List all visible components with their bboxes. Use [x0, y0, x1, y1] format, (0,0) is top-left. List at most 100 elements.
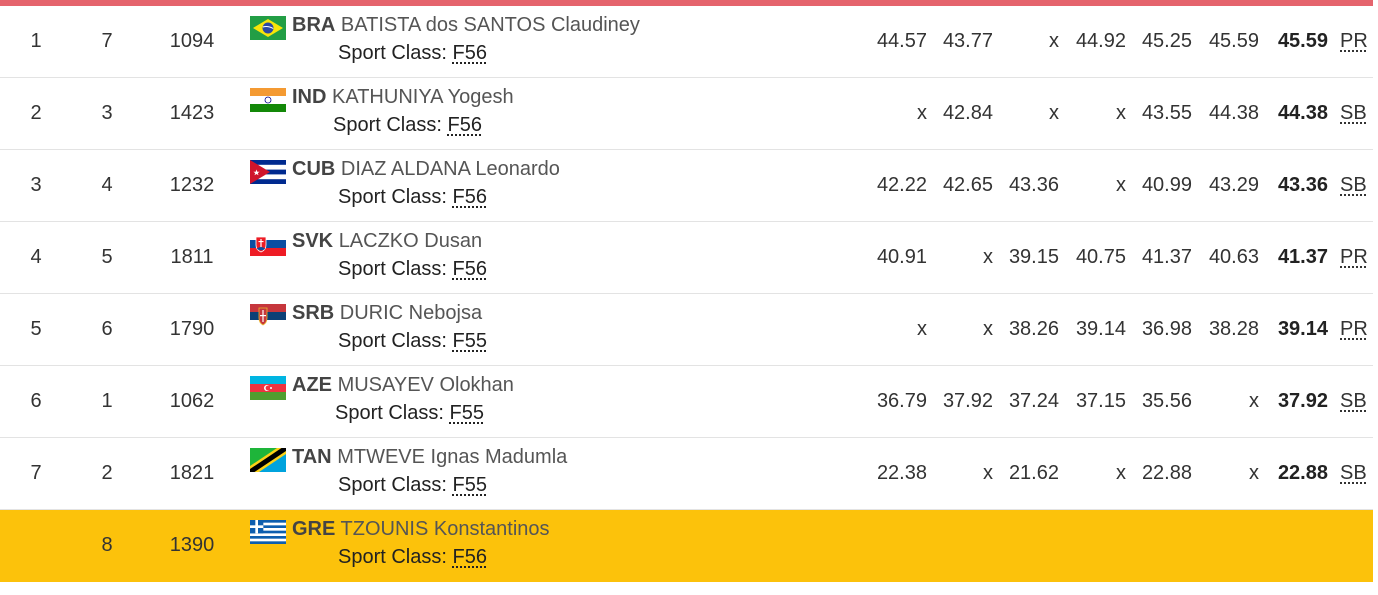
sport-class-value[interactable]: F56: [447, 114, 482, 136]
table-row[interactable]: 5 6 1790 SRB DURIC Nebojsa Sport Class: …: [0, 294, 1373, 366]
best-mark: 39.14: [1277, 318, 1328, 340]
attempt-2: x: [983, 318, 993, 340]
athlete-full-name: TZOUNIS Konstantinos: [340, 518, 550, 540]
record-badge[interactable]: SB: [1340, 390, 1367, 412]
sport-class-line: Sport Class: F55: [335, 402, 484, 425]
attempt-4: 39.14: [1075, 318, 1126, 340]
athlete-full-name: MTWEVE Ignas Madumla: [337, 446, 568, 468]
athlete-name[interactable]: SRB DURIC Nebojsa: [292, 302, 482, 325]
athlete-name[interactable]: BRA BATISTA dos SANTOS Claudiney: [292, 14, 640, 37]
record-badge[interactable]: SB: [1340, 174, 1367, 196]
best-mark: 41.37: [1277, 246, 1328, 268]
athlete-name[interactable]: CUB DIAZ ALDANA Leonardo: [292, 158, 560, 181]
lane-cell: 2: [101, 462, 113, 484]
sport-class-line: Sport Class: F56: [338, 258, 487, 281]
athlete-name[interactable]: SVK LACZKO Dusan: [292, 230, 482, 253]
sport-class-value[interactable]: F55: [452, 474, 487, 496]
attempt-5: 43.55: [1141, 102, 1192, 124]
sport-class-line: Sport Class: F56: [338, 42, 487, 65]
best-mark: 45.59: [1277, 30, 1328, 52]
rank-cell: [0, 510, 72, 581]
table-row[interactable]: 2 3 1423 IND KATHUNIYA Yogesh Sport Clas…: [0, 78, 1373, 150]
attempt-4: 37.15: [1075, 390, 1126, 412]
top-accent-bar: [0, 0, 1373, 6]
flag-gre-icon: [250, 520, 286, 544]
rank-cell: 1: [30, 30, 42, 52]
bib-cell: 1094: [169, 30, 215, 52]
attempt-1: x: [917, 102, 927, 124]
attempt-4: 44.92: [1075, 30, 1126, 52]
flag-aze-icon: [250, 376, 286, 400]
attempt-5: 36.98: [1141, 318, 1192, 340]
attempt-2: 43.77: [942, 30, 993, 52]
table-row[interactable]: 6 1 1062 AZE MUSAYEV Olokhan Sport Class…: [0, 366, 1373, 438]
attempt-3: 38.26: [1008, 318, 1059, 340]
attempt-6: 38.28: [1208, 318, 1259, 340]
lane-cell: 7: [101, 30, 113, 52]
noc-code: CUB: [292, 158, 336, 180]
sport-class-value[interactable]: F56: [452, 186, 487, 208]
lane-cell: 1: [101, 390, 113, 412]
flag-tan-icon: [250, 448, 286, 472]
results-table: 1 7 1094 BRA BATISTA dos SANTOS Claudine…: [0, 6, 1373, 582]
sport-class-value[interactable]: F55: [449, 402, 484, 424]
record-badge[interactable]: SB: [1340, 102, 1367, 124]
sport-class-label: Sport Class:: [338, 258, 447, 280]
athlete-name[interactable]: TAN MTWEVE Ignas Madumla: [292, 446, 567, 469]
attempt-4: 40.75: [1075, 246, 1126, 268]
record-badge[interactable]: PR: [1340, 30, 1368, 52]
athlete-full-name: DURIC Nebojsa: [339, 302, 483, 324]
attempt-5: 35.56: [1141, 390, 1192, 412]
athlete-name[interactable]: GRE TZOUNIS Konstantinos: [292, 518, 550, 541]
attempt-3: 39.15: [1008, 246, 1059, 268]
lane-cell: 4: [101, 174, 113, 196]
noc-code: IND: [292, 86, 327, 108]
record-badge[interactable]: PR: [1340, 246, 1368, 268]
rank-cell: 7: [30, 462, 42, 484]
bib-cell: 1811: [170, 246, 214, 268]
sport-class-label: Sport Class:: [338, 474, 447, 496]
bib-cell: 1423: [169, 102, 215, 124]
attempt-6: 40.63: [1208, 246, 1259, 268]
attempt-1: 42.22: [876, 174, 927, 196]
best-mark: 37.92: [1277, 390, 1328, 412]
record-badge[interactable]: SB: [1340, 462, 1367, 484]
athlete-full-name: KATHUNIYA Yogesh: [332, 86, 514, 108]
rank-cell: 2: [30, 102, 42, 124]
athlete-name[interactable]: IND KATHUNIYA Yogesh: [292, 86, 514, 109]
record-badge[interactable]: PR: [1340, 318, 1368, 340]
lane-cell: 6: [101, 318, 113, 340]
sport-class-label: Sport Class:: [338, 546, 447, 568]
flag-cub-icon: [250, 160, 286, 184]
sport-class-label: Sport Class:: [338, 42, 447, 64]
best-mark: 22.88: [1277, 462, 1328, 484]
table-row-highlighted[interactable]: 8 1390 GRE TZOUNIS Konstantinos Sport Cl…: [0, 510, 1373, 582]
sport-class-line: Sport Class: F56: [338, 546, 487, 569]
sport-class-label: Sport Class:: [338, 330, 447, 352]
table-row[interactable]: 3 4 1232 CUB DIAZ ALDANA Leonardo Sport …: [0, 150, 1373, 222]
attempt-4: x: [1116, 174, 1126, 196]
sport-class-value[interactable]: F56: [452, 258, 487, 280]
sport-class-value[interactable]: F55: [452, 330, 487, 352]
athlete-name[interactable]: AZE MUSAYEV Olokhan: [292, 374, 514, 397]
flag-srb-icon: [250, 304, 286, 328]
table-row[interactable]: 4 5 1811 SVK LACZKO Dusan Sport Class: F…: [0, 222, 1373, 294]
table-row[interactable]: 7 2 1821 TAN MTWEVE Ignas Madumla Sport …: [0, 438, 1373, 510]
attempt-3: x: [1049, 102, 1059, 124]
sport-class-label: Sport Class:: [338, 186, 447, 208]
attempt-4: x: [1116, 462, 1126, 484]
athlete-full-name: DIAZ ALDANA Leonardo: [340, 158, 560, 180]
sport-class-value[interactable]: F56: [452, 546, 487, 568]
table-row[interactable]: 1 7 1094 BRA BATISTA dos SANTOS Claudine…: [0, 6, 1373, 78]
noc-code: SRB: [292, 302, 335, 324]
bib-cell: 1390: [169, 534, 215, 556]
attempt-3: 21.62: [1008, 462, 1059, 484]
sport-class-value[interactable]: F56: [452, 42, 487, 64]
sport-class-label: Sport Class:: [335, 402, 444, 424]
best-mark: 44.38: [1277, 102, 1328, 124]
attempt-3: x: [1049, 30, 1059, 52]
rank-cell: 4: [30, 246, 42, 268]
lane-cell: 8: [101, 534, 113, 556]
attempt-3: 43.36: [1008, 174, 1059, 196]
attempt-6: 43.29: [1208, 174, 1259, 196]
